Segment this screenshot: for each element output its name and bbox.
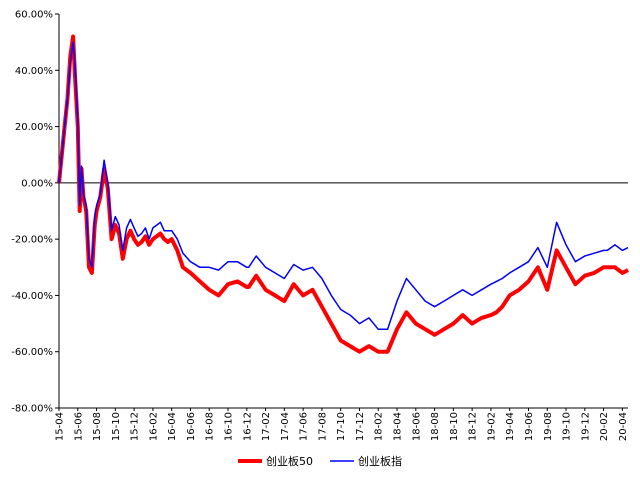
series-line-1	[57, 34, 629, 354]
x-tick-label: 19-10	[562, 412, 573, 441]
x-tick-label: 15-06	[73, 412, 84, 441]
series-layer	[57, 34, 629, 354]
x-tick-label: 19-06	[524, 412, 535, 441]
series-line-2	[58, 41, 629, 330]
x-tick-label: 18-02	[374, 412, 385, 441]
x-tick-label: 18-12	[468, 412, 479, 441]
y-tick-label: 0.00%	[21, 178, 53, 189]
y-tick-label: 40.00%	[15, 66, 53, 77]
y-tick-label: -80.00%	[11, 404, 53, 415]
x-tick-label: 17-02	[261, 412, 272, 441]
x-tick-label: 16-06	[186, 412, 197, 441]
y-tick-label: 20.00%	[15, 122, 53, 133]
legend-item-1-label: 创业板50	[266, 454, 313, 468]
x-tick-label: 15-08	[92, 412, 103, 441]
x-tick-label: 16-08	[205, 412, 216, 441]
x-axis: 15-04 15-06 15-08 15-10 15-12 16-02 16-04 16-06…	[55, 182, 629, 441]
x-tick-label: 15-12	[130, 412, 141, 441]
x-tick-label: 18-04	[393, 412, 404, 441]
x-tick-label: 19-12	[580, 412, 591, 441]
x-tick-label: 18-06	[411, 412, 422, 441]
x-tick-label: 16-12	[242, 412, 253, 441]
x-tick-label: 15-10	[111, 412, 122, 441]
x-tick-label: 17-10	[336, 412, 347, 441]
x-tick-label: 16-02	[148, 412, 159, 441]
x-tick-label: 20-04	[618, 412, 629, 441]
x-tick-label: 16-04	[167, 412, 178, 441]
x-tick-label: 19-02	[486, 412, 497, 441]
y-tick-label: -40.00%	[11, 291, 53, 302]
x-tick-label: 16-10	[224, 412, 235, 441]
y-tick-label: -20.00%	[11, 235, 53, 246]
x-tick-label: 15-04	[55, 412, 66, 441]
y-tick-label: 60.00%	[15, 10, 53, 21]
x-tick-label: 20-02	[599, 412, 610, 441]
x-tick-label: 17-08	[317, 412, 328, 441]
legend-item-2-label: 创业板指	[358, 454, 402, 468]
x-tick-label: 19-08	[543, 412, 554, 441]
x-tick-label: 17-12	[355, 412, 366, 441]
x-tick-label: 17-06	[299, 412, 310, 441]
legend: 创业板50 创业板指	[238, 454, 402, 468]
x-tick-label: 17-04	[280, 412, 291, 441]
y-tick-label: -60.00%	[11, 347, 53, 358]
x-tick-label: 18-08	[430, 412, 441, 441]
x-tick-label: 18-10	[449, 412, 460, 441]
x-tick-label: 19-04	[505, 412, 516, 441]
y-axis: 60.00% 40.00% 20.00% 0.00% -20.00% -40.00% -60…	[11, 10, 60, 415]
